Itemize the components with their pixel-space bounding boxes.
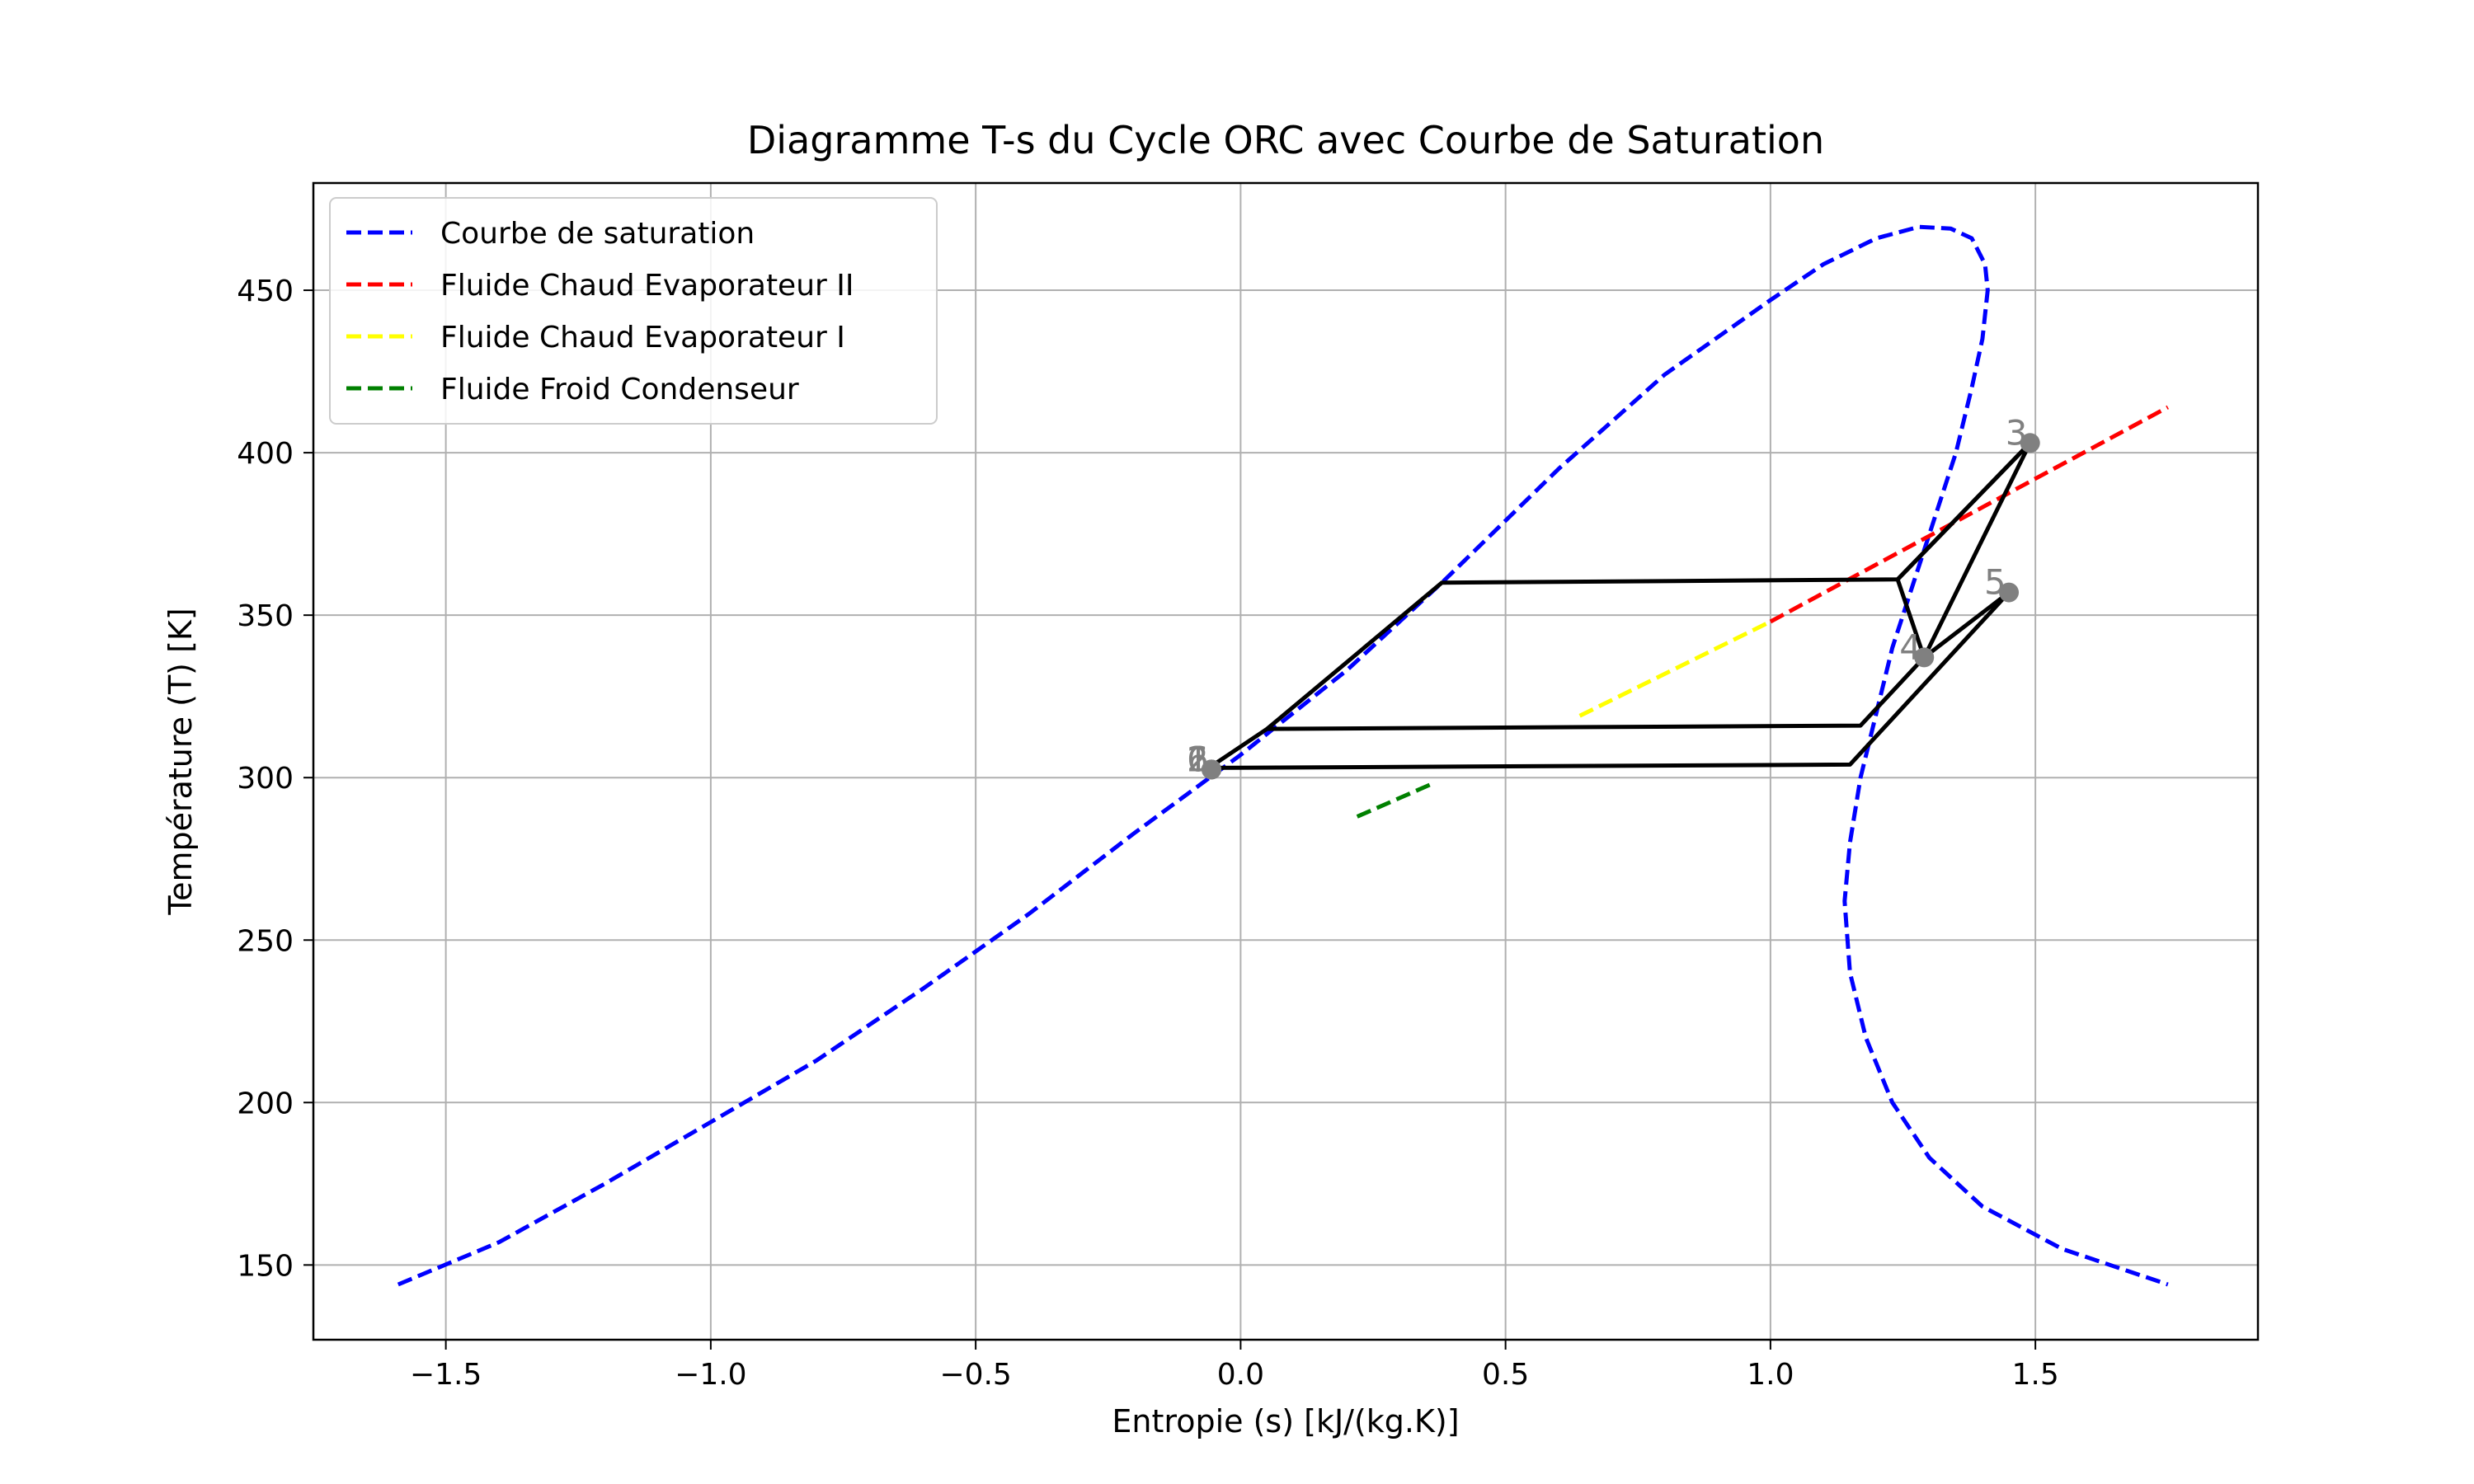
x-axis-title: Entropie (s) [kJ/(kg.K)] bbox=[1112, 1403, 1459, 1439]
x-tick-label: 0.0 bbox=[1217, 1358, 1264, 1392]
y-tick-label: 350 bbox=[237, 599, 294, 633]
plot-frame bbox=[312, 181, 2260, 1341]
y-tick-label: 250 bbox=[237, 924, 294, 958]
state-point-label: 4 bbox=[1899, 627, 1921, 667]
state-point bbox=[1999, 582, 2020, 603]
state-point-label: 5 bbox=[1984, 562, 2006, 603]
chart-title: Diagramme T-s du Cycle ORC avec Courbe d… bbox=[747, 118, 1824, 162]
y-axis-title: Température (T) [K] bbox=[162, 608, 199, 915]
x-tick-label: −0.5 bbox=[939, 1358, 1011, 1392]
state-point bbox=[2020, 433, 2040, 453]
series-line bbox=[1578, 619, 1772, 718]
y-tick-label: 150 bbox=[237, 1249, 294, 1283]
legend-label: Fluide Froid Condenseur bbox=[440, 373, 799, 406]
x-tick-label: −1.5 bbox=[410, 1358, 482, 1392]
legend-label: Fluide Chaud Evaporateur II bbox=[440, 269, 854, 303]
state-point-label: 3 bbox=[2006, 412, 2028, 453]
state-point bbox=[1914, 647, 1935, 668]
x-tick-label: 1.5 bbox=[2012, 1358, 2059, 1392]
state-point bbox=[1202, 759, 1222, 780]
series-line bbox=[397, 224, 2169, 1287]
grid bbox=[313, 183, 2258, 1340]
x-tick-label: −1.0 bbox=[675, 1358, 746, 1392]
x-tick-label: 0.5 bbox=[1482, 1358, 1529, 1392]
x-tick-label: 1.0 bbox=[1747, 1358, 1794, 1392]
series-layer bbox=[397, 224, 2169, 1287]
series-line bbox=[1769, 405, 2169, 624]
legend-box bbox=[329, 197, 938, 425]
ticks: −1.5 −1.0 −0.5 0.0 0.5 1.0 1.5 150 200 250 300 350 4… bbox=[237, 275, 2058, 1392]
series-line bbox=[1208, 441, 2032, 770]
y-tick-label: 400 bbox=[237, 437, 294, 471]
legend-label: Courbe de saturation bbox=[440, 217, 755, 251]
y-tick-label: 450 bbox=[237, 275, 294, 308]
state-point-label: 6 bbox=[1187, 739, 1209, 779]
legend-label: Fluide Chaud Evaporateur I bbox=[440, 321, 845, 355]
legend: Courbe de saturation Fluide Chaud Evapora… bbox=[329, 197, 938, 425]
y-tick-label: 200 bbox=[237, 1087, 294, 1120]
series-line bbox=[1356, 782, 1432, 819]
y-tick-label: 300 bbox=[237, 762, 294, 796]
